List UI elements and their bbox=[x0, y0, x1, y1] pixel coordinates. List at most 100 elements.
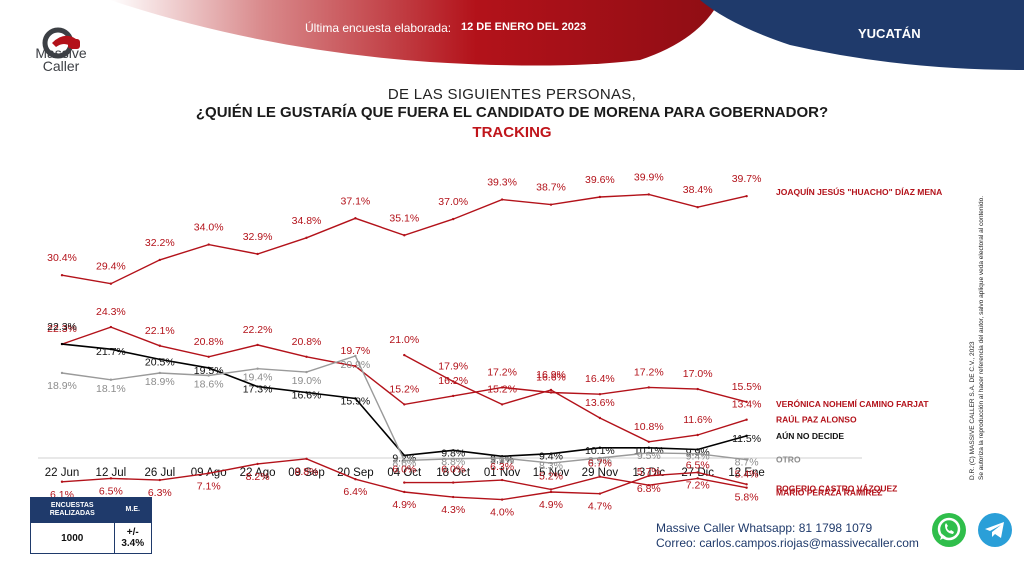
data-label: 9.2% bbox=[392, 452, 416, 464]
data-label: 37.1% bbox=[341, 195, 371, 207]
data-label: 7.2% bbox=[686, 479, 710, 491]
data-label: 10.8% bbox=[634, 421, 664, 433]
data-label: 8.8% bbox=[441, 456, 465, 468]
data-point bbox=[256, 462, 259, 466]
data-label: 15.5% bbox=[732, 381, 762, 393]
data-point bbox=[403, 403, 406, 406]
data-label: 22.1% bbox=[145, 325, 175, 337]
copyright-line2: Se autoriza la reproducción al hacer ref… bbox=[978, 195, 985, 480]
data-label: 24.3% bbox=[96, 306, 126, 318]
data-label: 9.5% bbox=[637, 450, 661, 462]
series-2: 21.0% 17.9% 15.2% 16.9% 13.6% 10.8% 11.6% 13.4%… bbox=[389, 334, 857, 443]
x-tick-label: 12 Ene bbox=[728, 467, 764, 479]
data-label: 30.4% bbox=[47, 252, 77, 264]
data-point bbox=[500, 455, 504, 458]
sample-table: ENCUESTAS REALIZADAS M.E. 1000 +/- 3.4% bbox=[30, 497, 152, 554]
data-point bbox=[500, 498, 504, 501]
data-point bbox=[305, 457, 308, 460]
data-label: 34.8% bbox=[292, 215, 322, 227]
logo-line1: Massive bbox=[35, 45, 87, 61]
data-point bbox=[598, 456, 602, 460]
data-point bbox=[158, 358, 161, 361]
series-name-label: JOAQUÍN JESÚS "HUACHO" DÍAZ MENA bbox=[776, 186, 942, 197]
margin-error-header: M.E. bbox=[113, 497, 152, 523]
data-label: 5.7% bbox=[637, 466, 661, 478]
data-point bbox=[745, 418, 748, 421]
data-point bbox=[354, 397, 357, 400]
data-label: 22.3% bbox=[47, 321, 77, 333]
telegram-icon[interactable] bbox=[976, 511, 1014, 549]
data-point bbox=[647, 446, 650, 449]
data-point bbox=[354, 354, 357, 358]
data-label: 15.2% bbox=[487, 383, 517, 395]
data-point bbox=[452, 380, 455, 383]
series-name-label: VERÓNICA NOHEMÍ CAMINO FARJAT bbox=[776, 398, 929, 409]
data-point bbox=[305, 236, 308, 239]
data-point bbox=[452, 457, 455, 460]
data-point bbox=[745, 434, 748, 438]
data-point bbox=[60, 480, 64, 483]
data-point bbox=[500, 403, 504, 406]
data-label: 13.6% bbox=[585, 397, 615, 409]
data-label: 6.4% bbox=[343, 486, 367, 498]
data-point bbox=[598, 195, 602, 199]
data-label: 9.4% bbox=[686, 451, 710, 463]
series-6: 6.0% 6.0% 6.3% 5.2% 6.7% 5.7% 6.5% 5.4% MARIO PE… bbox=[392, 458, 882, 498]
data-label: 20.8% bbox=[292, 336, 322, 348]
x-tick-label: 26 Jul bbox=[144, 467, 175, 479]
x-tick-label: 18 Oct bbox=[436, 467, 471, 479]
data-point bbox=[549, 461, 553, 465]
data-point bbox=[403, 459, 406, 462]
data-point bbox=[207, 243, 210, 246]
data-point bbox=[109, 378, 113, 381]
data-label: 16.4% bbox=[585, 373, 615, 385]
data-point bbox=[452, 449, 455, 452]
data-label: 8.9% bbox=[588, 455, 612, 467]
data-label: 19.0% bbox=[292, 375, 322, 387]
data-point bbox=[452, 495, 455, 499]
data-point bbox=[60, 274, 64, 277]
chart-title-tracking: TRACKING bbox=[472, 124, 552, 141]
data-label: 34.0% bbox=[194, 222, 224, 234]
data-point bbox=[500, 198, 504, 201]
data-point bbox=[745, 486, 748, 489]
data-label: 6.3% bbox=[148, 487, 172, 499]
data-point bbox=[598, 446, 602, 449]
data-point bbox=[452, 481, 455, 484]
data-point bbox=[500, 478, 504, 482]
data-label: 17.3% bbox=[243, 384, 273, 396]
data-point bbox=[598, 492, 602, 495]
data-label: 6.0% bbox=[392, 464, 416, 476]
data-label: 5.2% bbox=[539, 470, 563, 482]
data-label: 11.6% bbox=[683, 414, 712, 426]
data-label: 18.1% bbox=[96, 383, 126, 395]
data-label: 9.9% bbox=[686, 446, 710, 458]
data-point bbox=[305, 355, 308, 358]
data-label: 8.3% bbox=[539, 460, 563, 472]
whatsapp-icon[interactable] bbox=[930, 511, 968, 549]
whatsapp-contact: Massive Caller Whatsapp: 81 1798 1079 bbox=[656, 521, 873, 535]
x-tick-label: 04 Oct bbox=[387, 467, 422, 479]
data-point bbox=[256, 252, 259, 256]
data-point bbox=[256, 367, 259, 370]
data-label: 6.3% bbox=[490, 461, 514, 473]
chart-title-line1: DE LAS SIGUIENTES PERSONAS, bbox=[387, 86, 637, 103]
data-label: 20.5% bbox=[145, 356, 175, 368]
data-label: 13.4% bbox=[732, 399, 762, 411]
data-point bbox=[598, 393, 602, 396]
data-label: 15.9% bbox=[341, 395, 371, 407]
data-label: 20.8% bbox=[194, 336, 224, 348]
data-label: 16.6% bbox=[292, 390, 322, 402]
data-point bbox=[256, 385, 259, 388]
data-label: 10.1% bbox=[585, 445, 615, 457]
x-tick-label: 15 Nov bbox=[533, 467, 570, 479]
data-label: 18.6% bbox=[194, 379, 224, 391]
data-label: 8.6% bbox=[392, 458, 416, 470]
data-label: 11.5% bbox=[732, 433, 761, 445]
data-point bbox=[158, 258, 161, 262]
data-label: 39.6% bbox=[585, 174, 615, 186]
data-label: 16.6% bbox=[536, 372, 566, 384]
data-label: 19.4% bbox=[243, 372, 273, 384]
data-label: 19.7% bbox=[341, 345, 371, 357]
